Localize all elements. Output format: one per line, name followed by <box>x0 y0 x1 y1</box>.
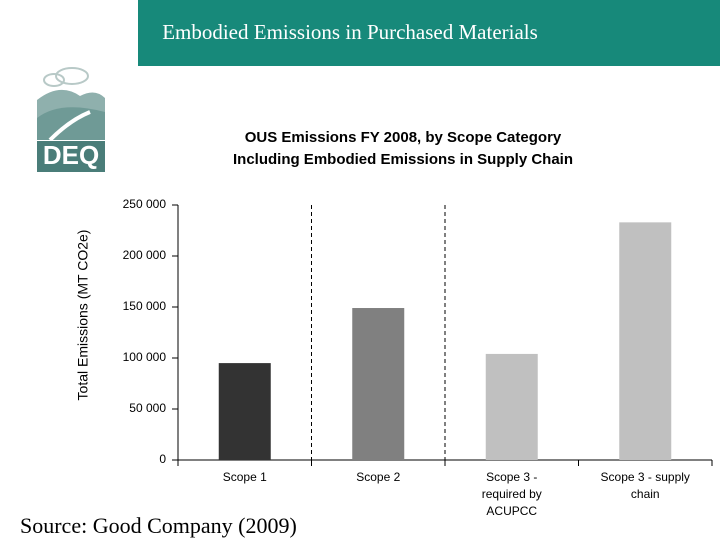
header-title: Embodied Emissions in Purchased Material… <box>162 20 538 44</box>
bar <box>352 308 405 460</box>
y-tick-label: 250 000 <box>123 197 167 211</box>
bar <box>485 353 538 460</box>
x-tick-label: Scope 3 - required by ACUPCC <box>481 470 542 518</box>
logo: DEQ <box>37 67 105 172</box>
bar <box>619 222 672 460</box>
bar <box>218 363 271 460</box>
chart-title: OUS Emissions FY 2008, by Scope Category <box>245 129 562 146</box>
x-tick-label: Scope 2 <box>356 470 401 484</box>
y-axis-label: Total Emissions (MT CO2e) <box>75 230 91 401</box>
y-tick-label: 150 000 <box>123 299 167 313</box>
y-tick-label: 200 000 <box>123 248 167 262</box>
chart-subtitle: Including Embodied Emissions in Supply C… <box>233 151 573 168</box>
y-tick-label: 50 000 <box>129 401 166 415</box>
source: Source: Good Company (2009) <box>20 513 297 538</box>
y-tick-label: 0 <box>159 452 166 466</box>
header-bar <box>138 0 720 66</box>
x-tick-label: Scope 3 - supply chain <box>600 470 690 501</box>
logo-text: DEQ <box>43 140 99 170</box>
y-tick-label: 100 000 <box>123 350 167 364</box>
x-tick-label: Scope 1 <box>222 470 267 484</box>
